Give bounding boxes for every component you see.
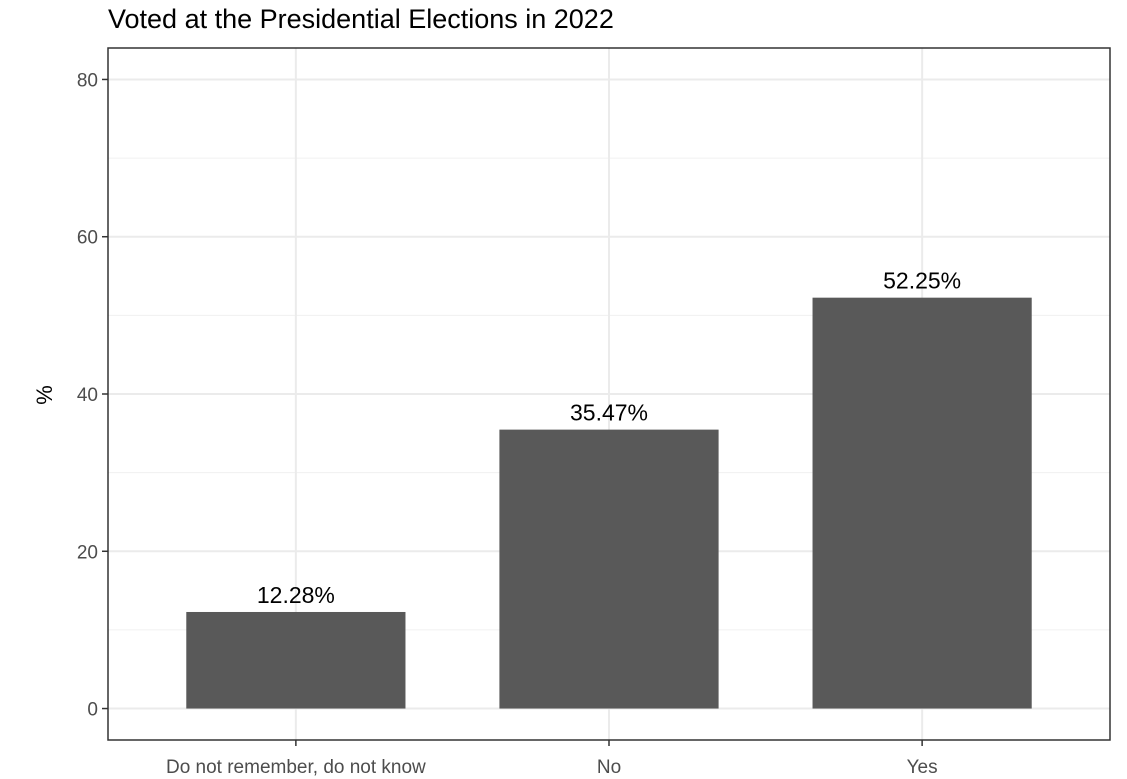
chart-title: Voted at the Presidential Elections in 2… bbox=[108, 4, 614, 34]
x-tick-label: Yes bbox=[907, 757, 938, 778]
value-label: 35.47% bbox=[570, 400, 648, 426]
y-tick-label: 0 bbox=[87, 700, 98, 721]
bar bbox=[499, 429, 719, 709]
x-tick-label: No bbox=[597, 757, 621, 778]
value-label: 52.25% bbox=[883, 268, 961, 294]
x-tick-label: Do not remember, do not know bbox=[166, 757, 426, 778]
y-tick-label: 40 bbox=[77, 385, 98, 406]
value-label: 12.28% bbox=[257, 582, 335, 608]
y-axis-label: % bbox=[32, 385, 57, 405]
y-tick-label: 60 bbox=[77, 228, 98, 249]
bar bbox=[186, 611, 406, 709]
bar bbox=[812, 297, 1032, 709]
panel-border bbox=[107, 47, 1111, 741]
y-tick-label: 80 bbox=[77, 70, 98, 91]
y-tick-label: 20 bbox=[77, 542, 98, 563]
